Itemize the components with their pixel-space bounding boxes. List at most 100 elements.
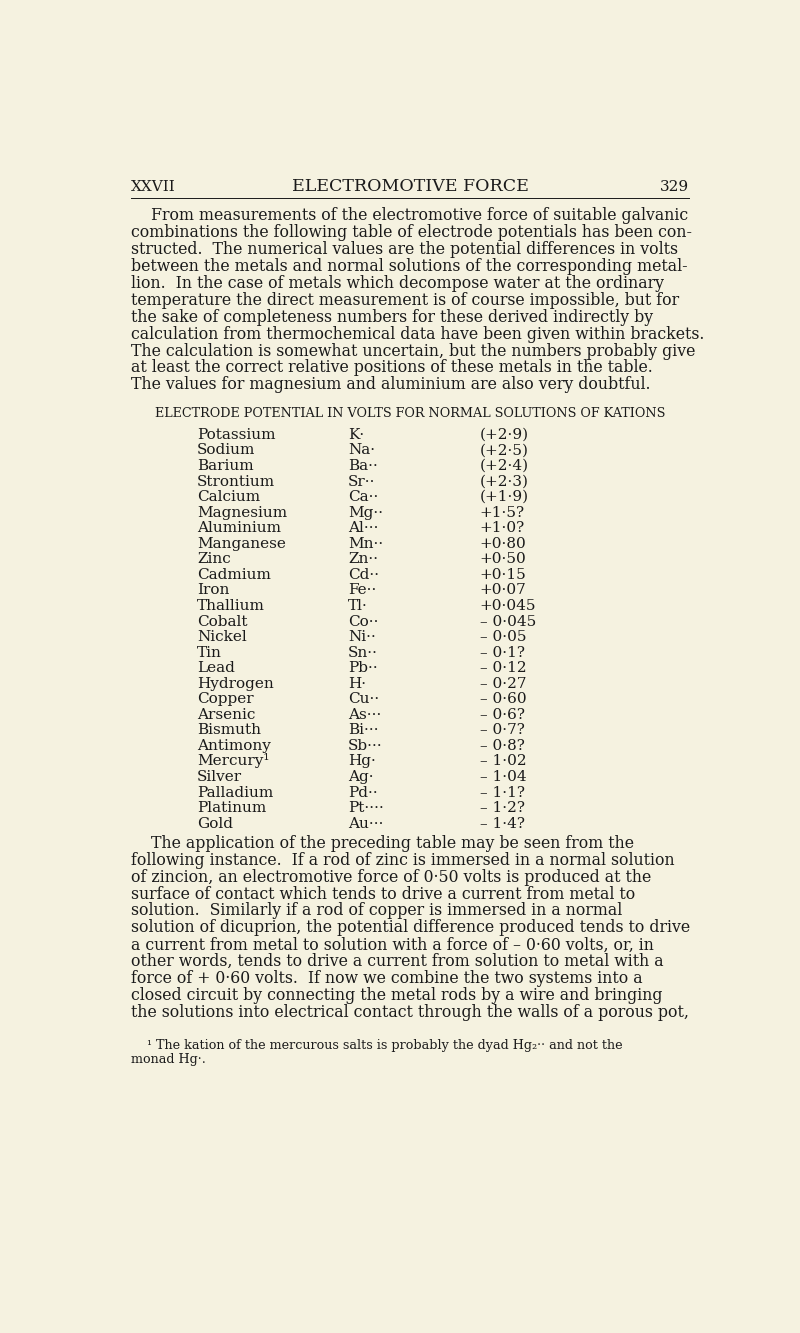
Text: – 0·7?: – 0·7?: [480, 724, 525, 737]
Text: Arsenic: Arsenic: [197, 708, 255, 722]
Text: – 1·02: – 1·02: [480, 754, 526, 769]
Text: Gold: Gold: [197, 817, 233, 830]
Text: Bi···: Bi···: [348, 724, 378, 737]
Text: (+2·9): (+2·9): [480, 428, 529, 441]
Text: Strontium: Strontium: [197, 475, 275, 488]
Text: – 1·04: – 1·04: [480, 770, 526, 784]
Text: (+2·4): (+2·4): [480, 459, 529, 473]
Text: – 0·1?: – 0·1?: [480, 645, 525, 660]
Text: the sake of completeness numbers for these derived indirectly by: the sake of completeness numbers for the…: [131, 309, 653, 325]
Text: – 0·045: – 0·045: [480, 615, 536, 628]
Text: structed.  The numerical values are the potential differences in volts: structed. The numerical values are the p…: [131, 241, 678, 257]
Text: calculation from thermochemical data have been given within brackets.: calculation from thermochemical data hav…: [131, 325, 704, 343]
Text: (+1·9): (+1·9): [480, 491, 529, 504]
Text: Nickel: Nickel: [197, 631, 246, 644]
Text: of zincion, an electromotive force of 0·50 volts is produced at the: of zincion, an electromotive force of 0·…: [131, 869, 651, 885]
Text: Bismuth: Bismuth: [197, 724, 261, 737]
Text: Pb··: Pb··: [348, 661, 378, 674]
Text: – 0·8?: – 0·8?: [480, 738, 525, 753]
Text: (+2·5): (+2·5): [480, 444, 529, 457]
Text: Hg·: Hg·: [348, 754, 376, 769]
Text: Co··: Co··: [348, 615, 378, 628]
Text: Cu··: Cu··: [348, 692, 379, 706]
Text: Palladium: Palladium: [197, 785, 273, 800]
Text: Thallium: Thallium: [197, 599, 265, 613]
Text: Ba··: Ba··: [348, 459, 378, 473]
Text: Cobalt: Cobalt: [197, 615, 247, 628]
Text: Zinc: Zinc: [197, 552, 230, 567]
Text: Iron: Iron: [197, 584, 230, 597]
Text: +1·5?: +1·5?: [480, 505, 525, 520]
Text: Antimony: Antimony: [197, 738, 270, 753]
Text: Ca··: Ca··: [348, 491, 378, 504]
Text: Cadmium: Cadmium: [197, 568, 270, 581]
Text: between the metals and normal solutions of the corresponding metal-: between the metals and normal solutions …: [131, 257, 688, 275]
Text: Fe··: Fe··: [348, 584, 376, 597]
Text: 329: 329: [660, 180, 689, 193]
Text: Aluminium: Aluminium: [197, 521, 281, 535]
Text: solution of dicuprion, the potential difference produced tends to drive: solution of dicuprion, the potential dif…: [131, 920, 690, 936]
Text: – 0·6?: – 0·6?: [480, 708, 525, 722]
Text: Barium: Barium: [197, 459, 254, 473]
Text: Silver: Silver: [197, 770, 242, 784]
Text: Sb···: Sb···: [348, 738, 382, 753]
Text: lion.  In the case of metals which decompose water at the ordinary: lion. In the case of metals which decomp…: [131, 275, 664, 292]
Text: at least the correct relative positions of these metals in the table.: at least the correct relative positions …: [131, 360, 653, 376]
Text: Magnesium: Magnesium: [197, 505, 287, 520]
Text: Tin: Tin: [197, 645, 222, 660]
Text: following instance.  If a rod of zinc is immersed in a normal solution: following instance. If a rod of zinc is …: [131, 852, 674, 869]
Text: Na·: Na·: [348, 444, 375, 457]
Text: Mn··: Mn··: [348, 537, 383, 551]
Text: XXVII: XXVII: [131, 180, 176, 193]
Text: ELECTROMOTIVE FORCE: ELECTROMOTIVE FORCE: [291, 177, 529, 195]
Text: Calcium: Calcium: [197, 491, 260, 504]
Text: Potassium: Potassium: [197, 428, 275, 441]
Text: Au···: Au···: [348, 817, 383, 830]
Text: – 0·05: – 0·05: [480, 631, 526, 644]
Text: Mercury¹: Mercury¹: [197, 753, 270, 769]
Text: other words, tends to drive a current from solution to metal with a: other words, tends to drive a current fr…: [131, 953, 664, 970]
Text: – 0·27: – 0·27: [480, 677, 526, 690]
Text: The application of the preceding table may be seen from the: The application of the preceding table m…: [131, 834, 634, 852]
Text: Al···: Al···: [348, 521, 378, 535]
Text: force of + 0·60 volts.  If now we combine the two systems into a: force of + 0·60 volts. If now we combine…: [131, 970, 642, 988]
Text: The calculation is somewhat uncertain, but the numbers probably give: The calculation is somewhat uncertain, b…: [131, 343, 695, 360]
Text: closed circuit by connecting the metal rods by a wire and bringing: closed circuit by connecting the metal r…: [131, 988, 662, 1004]
Text: Ag·: Ag·: [348, 770, 374, 784]
Text: H·: H·: [348, 677, 366, 690]
Text: a current from metal to solution with a force of – 0·60 volts, or, in: a current from metal to solution with a …: [131, 936, 654, 953]
Text: – 1·1?: – 1·1?: [480, 785, 525, 800]
Text: From measurements of the electromotive force of suitable galvanic: From measurements of the electromotive f…: [131, 207, 688, 224]
Text: Sn··: Sn··: [348, 645, 378, 660]
Text: +0·07: +0·07: [480, 584, 526, 597]
Text: Copper: Copper: [197, 692, 254, 706]
Text: Tl·: Tl·: [348, 599, 368, 613]
Text: +0·15: +0·15: [480, 568, 526, 581]
Text: temperature the direct measurement is of course impossible, but for: temperature the direct measurement is of…: [131, 292, 679, 309]
Text: monad Hg·.: monad Hg·.: [131, 1053, 206, 1065]
Text: Pd··: Pd··: [348, 785, 378, 800]
Text: Manganese: Manganese: [197, 537, 286, 551]
Text: +0·045: +0·045: [480, 599, 536, 613]
Text: ELECTRODE POTENTIAL IN VOLTS FOR NORMAL SOLUTIONS OF KATIONS: ELECTRODE POTENTIAL IN VOLTS FOR NORMAL …: [155, 407, 665, 420]
Text: surface of contact which tends to drive a current from metal to: surface of contact which tends to drive …: [131, 885, 635, 902]
Text: combinations the following table of electrode potentials has been con-: combinations the following table of elec…: [131, 224, 692, 241]
Text: – 1·4?: – 1·4?: [480, 817, 525, 830]
Text: Zn··: Zn··: [348, 552, 378, 567]
Text: the solutions into electrical contact through the walls of a porous pot,: the solutions into electrical contact th…: [131, 1004, 689, 1021]
Text: ¹ The kation of the mercurous salts is probably the dyad Hg₂·· and not the: ¹ The kation of the mercurous salts is p…: [131, 1040, 622, 1053]
Text: Ni··: Ni··: [348, 631, 376, 644]
Text: +0·50: +0·50: [480, 552, 526, 567]
Text: Pt····: Pt····: [348, 801, 384, 816]
Text: K·: K·: [348, 428, 364, 441]
Text: (+2·3): (+2·3): [480, 475, 529, 488]
Text: – 1·2?: – 1·2?: [480, 801, 525, 816]
Text: The values for magnesium and aluminium are also very doubtful.: The values for magnesium and aluminium a…: [131, 376, 650, 393]
Text: As···: As···: [348, 708, 382, 722]
Text: Mg··: Mg··: [348, 505, 383, 520]
Text: Lead: Lead: [197, 661, 234, 674]
Text: Sr··: Sr··: [348, 475, 375, 488]
Text: – 0·60: – 0·60: [480, 692, 526, 706]
Text: +0·80: +0·80: [480, 537, 526, 551]
Text: Platinum: Platinum: [197, 801, 266, 816]
